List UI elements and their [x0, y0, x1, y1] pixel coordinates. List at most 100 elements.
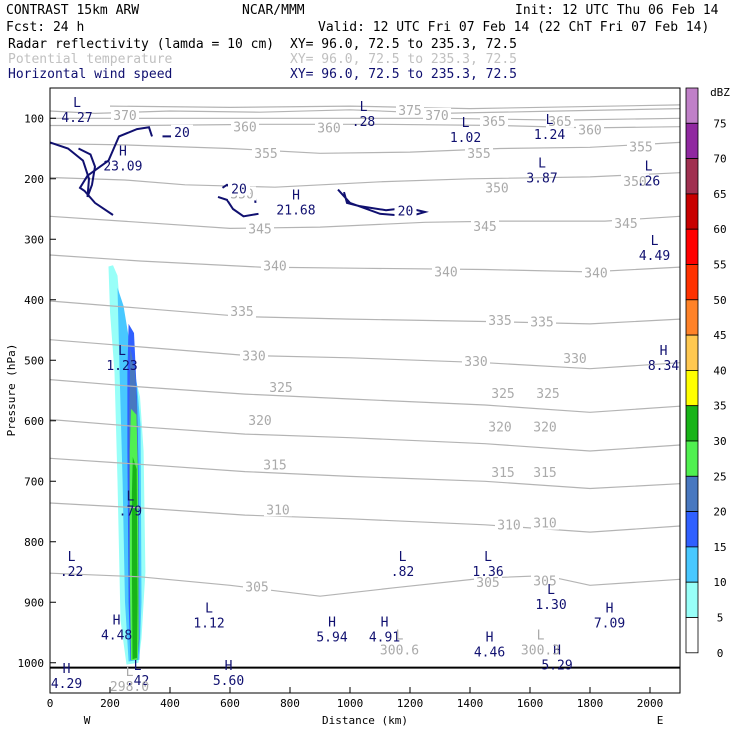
- theta-contour-310: [50, 502, 680, 533]
- theta-label-bg-330-1: [240, 348, 268, 363]
- plot-area: 370 370 375 365 365 360 360 360 355 355 355 350 350 3…: [49, 87, 681, 695]
- wind-extremum-marker-8: H: [292, 189, 300, 204]
- header-field-theta: Potential temperature: [8, 52, 173, 67]
- theta-contour-label-310-3: 310: [533, 517, 556, 532]
- theta-contour-370: [50, 108, 680, 115]
- y-axis-ticks: 100 200 300 400 500 600 700 800 900 1000: [18, 112, 56, 670]
- wind-label-bg-1: [171, 124, 193, 139]
- theta-contour-label-345-3: 345: [614, 217, 637, 232]
- colorbar-label-65: 65: [713, 188, 726, 201]
- colorbar-swatch-20: [685, 475, 699, 512]
- theta-label-bg-335-2: [486, 312, 514, 327]
- theta-contour-label-335-3: 335: [530, 316, 553, 331]
- theta-contour-label-375-1: 375: [398, 104, 421, 119]
- colorbar-unit: dBZ: [710, 86, 730, 99]
- wind-extremum-marker-16: L: [547, 583, 555, 598]
- wind-extremum-value-24: .42: [126, 674, 149, 689]
- theta-contour-345: [50, 215, 680, 230]
- wind-contours: [50, 126, 680, 669]
- colorbar-label-15: 15: [713, 541, 726, 554]
- x-tick-label-800: 800: [280, 697, 300, 710]
- theta-label-bg-315-3: [531, 464, 559, 479]
- wind-extremum-marker-18: H: [606, 601, 614, 616]
- colorbar-swatch-10: [685, 546, 699, 583]
- reflectivity-30dbz: [131, 457, 138, 660]
- theta-contour-label-305-3: 305: [533, 575, 556, 590]
- wind-extremum-value-10: 1.23: [106, 359, 137, 374]
- theta-contour-label-340-1: 340: [263, 259, 286, 274]
- theta-label-bg-330-2: [462, 354, 490, 369]
- theta-label-bg-335-1: [228, 303, 256, 318]
- wind-extremum-value-8: 21.68: [276, 204, 315, 219]
- wind-extremum-value-26: 4.29: [51, 677, 82, 692]
- header-field-wind: Horizontal wind speed: [8, 67, 172, 82]
- theta-label-bg-375-1: [396, 102, 424, 117]
- theta-label-bg-365-2: [546, 113, 574, 128]
- wind-extremum-marker-3: L: [462, 116, 470, 131]
- theta-extremum-marker-2: L: [537, 629, 545, 644]
- y-tick-label-300: 300: [24, 233, 44, 246]
- theta-extremum-marker-1: L: [396, 629, 404, 644]
- x-tick-label-1400: 1400: [457, 697, 484, 710]
- header-init-time: Init: 12 UTC Thu 06 Feb 14: [515, 3, 719, 18]
- theta-contour-label-360-3: 360: [578, 123, 601, 138]
- theta-contour-305: [50, 572, 680, 597]
- theta-label-bg-355-1: [252, 145, 280, 160]
- colorbar-label-0: 0: [717, 647, 724, 660]
- theta-contour-label-325-2: 325: [491, 387, 514, 402]
- theta-label-bg-340-2: [432, 264, 460, 279]
- colorbar-swatch-35: [685, 369, 699, 407]
- theta-label-bg-325-3: [534, 386, 562, 401]
- theta-label-bg-305-3: [531, 573, 559, 588]
- theta-contour-label-355-2: 355: [467, 147, 490, 162]
- theta-contour-label-315-2: 315: [491, 466, 514, 481]
- x-axis-endpoint-west: W: [84, 714, 91, 727]
- y-tick-label-700: 700: [24, 475, 44, 488]
- wind-extremum-marker-23: H: [553, 644, 561, 659]
- wind-extremum-marker-15: L: [484, 550, 492, 565]
- theta-contour-label-330-2: 330: [464, 355, 487, 370]
- wind-label-bg-3: [394, 203, 417, 218]
- theta-extremum-marker-3: L: [126, 665, 134, 680]
- colorbar-label-40: 40: [713, 364, 726, 377]
- colorbar-swatch-75: [685, 87, 699, 124]
- theta-label-bg-345-2: [471, 219, 499, 234]
- y-tick-label-100: 100: [24, 112, 44, 125]
- wind-extremum-value-9: 4.49: [639, 249, 670, 264]
- colorbar-label-55: 55: [713, 259, 726, 272]
- y-tick-label-900: 900: [24, 596, 44, 609]
- wind-extremum-value-4: 1.24: [534, 128, 565, 143]
- theta-contour-335: [50, 300, 680, 325]
- theta-label-bg-370-1: [111, 107, 139, 122]
- colorbar-swatch-0: [685, 617, 699, 654]
- colorbar-label-10: 10: [713, 576, 726, 589]
- colorbar-label-25: 25: [713, 470, 726, 483]
- x-axis-endpoint-east: E: [657, 714, 664, 727]
- x-tick-label-600: 600: [220, 697, 240, 710]
- theta-contour-label-340-2: 340: [434, 266, 457, 281]
- theta-label-bg-315-2: [489, 464, 517, 479]
- theta-contour-label-320-2: 320: [488, 420, 511, 435]
- wind-extremum-value-1: 4.27: [61, 111, 92, 126]
- axes: 0 200 400 600 800 1000 1200 1400 1600 1800 2000 10…: [5, 112, 663, 727]
- x-tick-label-1200: 1200: [397, 697, 424, 710]
- theta-contour-label-330-3: 330: [563, 352, 586, 367]
- colorbar-swatch-45: [685, 299, 699, 336]
- wind-extremum-value-6: 3.87: [526, 172, 557, 187]
- wind-extremum-value-19: 4.48: [101, 628, 132, 643]
- x-axis-label: Distance (km): [322, 714, 408, 727]
- theta-contour-label-320-3: 320: [533, 420, 556, 435]
- wind-extremum-value-13: .22: [60, 565, 83, 580]
- colorbar-label-5: 5: [717, 612, 724, 625]
- theta-extremum-value-3: 298.0: [110, 680, 149, 695]
- wind-contour-20-4: [217, 195, 259, 218]
- theta-label-bg-315-1: [261, 457, 289, 472]
- theta-contour-label-355-1: 355: [254, 147, 277, 162]
- theta-contour-label-360-1: 360: [233, 120, 256, 135]
- theta-contour-label-310-1: 310: [266, 503, 289, 518]
- theta-contour-355: [50, 141, 680, 154]
- header-forecast-hour: Fcst: 24 h: [6, 20, 84, 35]
- theta-label-bg-360-1: [231, 119, 259, 134]
- theta-contour-label-325-3: 325: [536, 387, 559, 402]
